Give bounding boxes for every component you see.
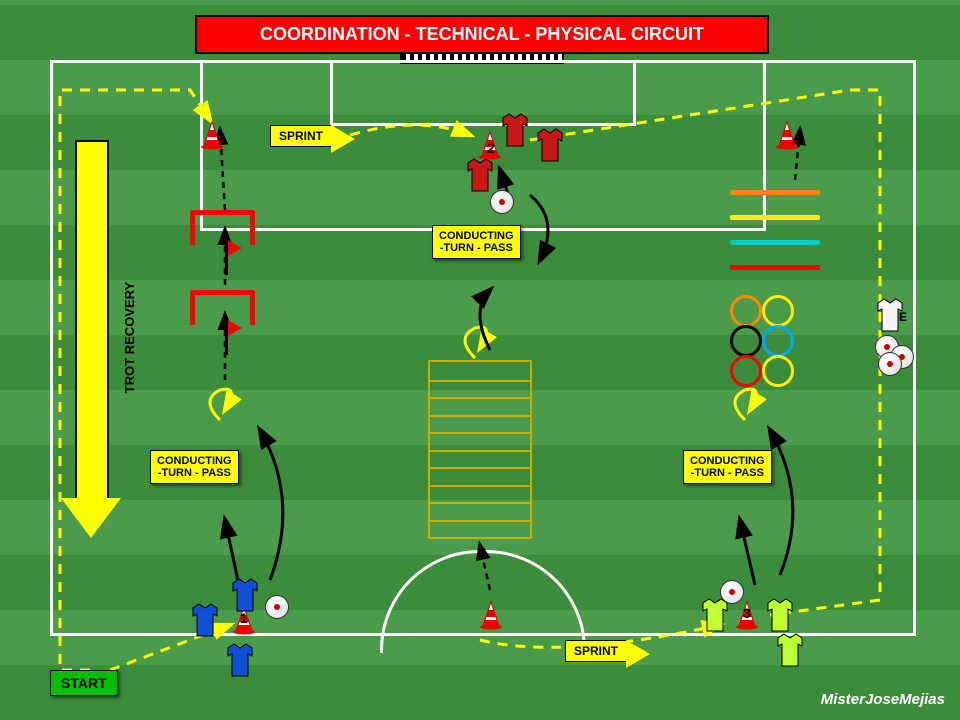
sprint-label: SPRINT (270, 125, 332, 147)
start-label: START (50, 670, 118, 696)
station-number: 3 (743, 605, 751, 621)
soccer-field: COORDINATION - TECHNICAL - PHYSICAL CIRC… (0, 0, 960, 720)
jersey-red-icon (530, 125, 570, 165)
ring-icon (762, 325, 794, 357)
coach-label: E (899, 310, 907, 324)
station-number: 1 (240, 610, 248, 626)
sprint-label: SPRINT (565, 640, 627, 662)
ball-icon (265, 595, 289, 619)
flag-icon (225, 320, 228, 355)
hurdle-icon (730, 190, 820, 195)
jersey-red-icon (460, 155, 500, 195)
cone-icon (479, 600, 503, 630)
jersey-lime-icon (770, 630, 810, 670)
jersey-red-icon (495, 110, 535, 150)
ball-icon (720, 580, 744, 604)
jersey-blue-icon (225, 575, 265, 615)
hurdle-icon (730, 265, 820, 270)
cone-icon (200, 120, 224, 150)
conducting-label: CONDUCTING -TURN - PASS (683, 450, 772, 484)
agility-ladder (428, 360, 532, 539)
cone-icon (775, 120, 799, 150)
station-number: 2 (487, 140, 495, 156)
mini-goal-icon (190, 210, 255, 245)
ring-icon (730, 325, 762, 357)
flag-icon (225, 240, 228, 275)
ball-icon (878, 352, 902, 376)
conducting-label: CONDUCTING -TURN - PASS (150, 450, 239, 484)
conducting-label: CONDUCTING -TURN - PASS (432, 225, 521, 259)
ring-icon (762, 295, 794, 327)
mini-goal-icon (190, 290, 255, 325)
ring-icon (762, 355, 794, 387)
ball-icon (490, 190, 514, 214)
ring-icon (730, 295, 762, 327)
ring-icon (730, 355, 762, 387)
hurdle-icon (730, 215, 820, 220)
hurdle-icon (730, 240, 820, 245)
jersey-lime-icon (760, 595, 800, 635)
jersey-blue-icon (220, 640, 260, 680)
author-credit: MisterJoseMejias (821, 691, 945, 708)
jersey-blue-icon (185, 600, 225, 640)
